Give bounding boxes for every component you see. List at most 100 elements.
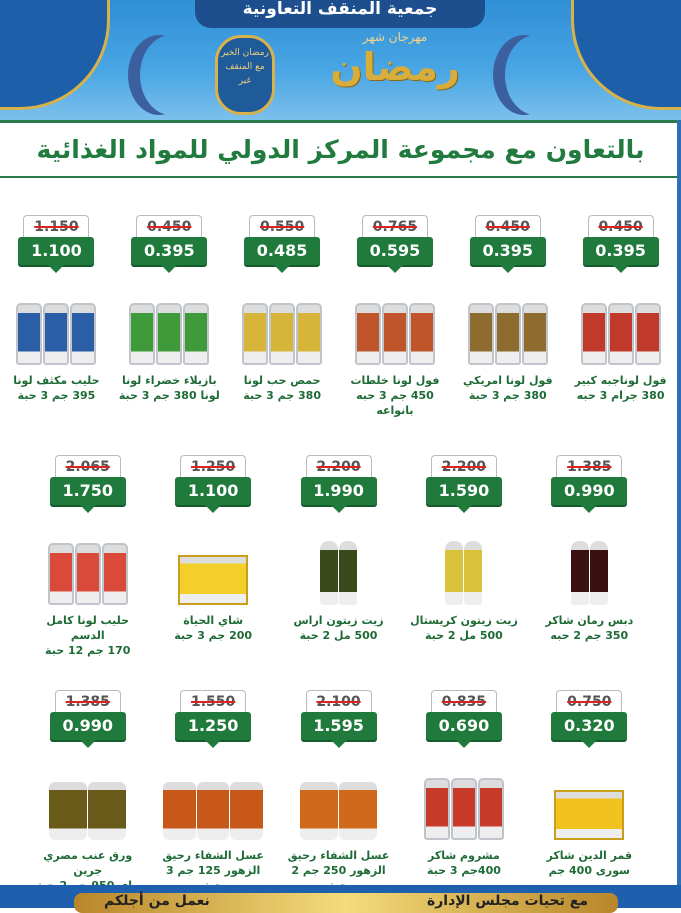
product-card: 1.150 1.100 حليب مكثف لونا 395 جم 3 حبة bbox=[2, 215, 110, 418]
product-can bbox=[477, 778, 504, 840]
product-card: 2.100 1.595 عسل الشفاء رحيق الزهور 250 ج… bbox=[285, 690, 393, 893]
old-price: 1.550 bbox=[180, 690, 247, 712]
product-box bbox=[178, 555, 249, 605]
product-can bbox=[354, 303, 381, 365]
product-box bbox=[554, 790, 625, 840]
footer-slogan: نعمل من أجلكم bbox=[104, 893, 210, 909]
product-can bbox=[381, 303, 408, 365]
new-price: 0.395 bbox=[469, 237, 546, 265]
product-can bbox=[242, 303, 269, 365]
new-price: 1.750 bbox=[49, 477, 126, 505]
old-price: 1.385 bbox=[54, 690, 121, 712]
product-can bbox=[521, 303, 548, 365]
price-pointer bbox=[455, 740, 472, 748]
new-price: 0.395 bbox=[582, 237, 659, 265]
footer-greeting: مع تحيات مجلس الإدارة bbox=[426, 893, 588, 909]
product-can bbox=[494, 303, 521, 365]
old-price: 0.765 bbox=[361, 215, 428, 237]
crescent-icon bbox=[140, 35, 202, 115]
product-image bbox=[232, 285, 332, 365]
product-card: 1.550 1.250 عسل الشفاء رحيق الزهور 125 ج… bbox=[159, 690, 267, 893]
old-price: 2.200 bbox=[305, 455, 372, 477]
product-can bbox=[269, 303, 296, 365]
price-pointer bbox=[205, 740, 222, 748]
product-can bbox=[450, 778, 477, 840]
product-can bbox=[634, 303, 661, 365]
new-price: 0.320 bbox=[551, 712, 628, 740]
ornament-corner bbox=[571, 0, 681, 110]
product-card: 0.450 0.395 فول لوناجبه كبير 380 جرام 3 … bbox=[567, 215, 675, 418]
product-jar bbox=[230, 782, 264, 840]
product-name: حليب لونا كامل الدسم 170 جم 12 حبة bbox=[45, 614, 131, 657]
product-can bbox=[467, 303, 494, 365]
product-jar bbox=[88, 782, 127, 840]
product-image bbox=[163, 760, 264, 840]
price-pointer bbox=[161, 265, 178, 273]
product-name: فول لونا امريكي 380 جم 3 حبة bbox=[462, 374, 553, 402]
old-price: 1.250 bbox=[180, 455, 247, 477]
product-name: شاي الحياة 200 جم 3 حبة bbox=[174, 614, 253, 642]
subtitle: بالتعاون مع مجموعة المركز الدولي للمواد … bbox=[36, 135, 645, 164]
product-name: فول لوناجبه كبير 380 جرام 3 حبه bbox=[574, 374, 667, 402]
old-price: 0.450 bbox=[474, 215, 541, 237]
new-price: 0.990 bbox=[49, 712, 126, 740]
new-price: 1.250 bbox=[175, 712, 252, 740]
new-price: 1.100 bbox=[18, 237, 95, 265]
product-name: عسل الشفاء رحيق الزهور 250 جم 2 حبة bbox=[287, 849, 390, 892]
old-price: 1.150 bbox=[23, 215, 90, 237]
price-pointer bbox=[581, 505, 598, 513]
product-bottle bbox=[589, 541, 608, 605]
product-image bbox=[289, 525, 389, 605]
old-price: 0.835 bbox=[430, 690, 497, 712]
coop-name: جمعية المنقف التعاونية bbox=[195, 0, 485, 28]
price-pointer bbox=[205, 505, 222, 513]
product-can bbox=[607, 303, 634, 365]
footer-bar: مع تحيات مجلس الإدارة نعمل من أجلكم bbox=[74, 893, 618, 913]
subtitle-strip: بالتعاون مع مجموعة المركز الدولي للمواد … bbox=[0, 120, 681, 178]
new-price: 0.990 bbox=[551, 477, 628, 505]
price-pointer bbox=[581, 740, 598, 748]
product-can bbox=[296, 303, 323, 365]
product-image bbox=[289, 760, 389, 840]
old-price: 0.750 bbox=[556, 690, 623, 712]
product-card: 2.200 1.990 زيت زيتون اراس 500 مل 2 حبة bbox=[285, 455, 393, 658]
product-can bbox=[408, 303, 435, 365]
product-bottle bbox=[464, 541, 483, 605]
new-price: 1.990 bbox=[300, 477, 377, 505]
product-jar bbox=[163, 782, 196, 840]
product-can bbox=[423, 778, 450, 840]
product-can bbox=[156, 303, 183, 365]
product-name: فول لونا خلطات 450 جم 3 حبه بانواعه bbox=[350, 374, 440, 417]
product-can bbox=[580, 303, 607, 365]
product-name: زيت زيتون كريستال 500 مل 2 حبة bbox=[410, 614, 518, 642]
product-image bbox=[38, 525, 138, 605]
product-bottle bbox=[570, 541, 589, 605]
product-name: زيت زيتون اراس 500 مل 2 حبة bbox=[293, 614, 384, 642]
product-jar bbox=[339, 782, 378, 840]
new-price: 0.395 bbox=[131, 237, 208, 265]
slogan-frame: رمضان الخير مع المنقف غير bbox=[215, 35, 275, 115]
product-name: بازيلاء خضراء لونا لونا 380 جم 3 حبة bbox=[118, 374, 220, 402]
footer: مع تحيات مجلس الإدارة نعمل من أجلكم bbox=[0, 885, 681, 913]
product-image bbox=[6, 285, 106, 365]
product-image bbox=[539, 760, 639, 840]
product-image bbox=[414, 525, 514, 605]
product-name: قمر الدين شاكر سورى 400 جم bbox=[546, 849, 633, 877]
festival-logo: مهرجان شهر رمضان bbox=[325, 30, 465, 90]
price-pointer bbox=[386, 265, 403, 273]
new-price: 0.690 bbox=[425, 712, 502, 740]
product-image bbox=[119, 285, 219, 365]
old-price: 2.100 bbox=[305, 690, 372, 712]
product-row: 0.750 0.320 قمر الدين شاكر سورى 400 جم 0.… bbox=[0, 690, 677, 893]
new-price: 0.595 bbox=[356, 237, 433, 265]
product-card: 0.450 0.395 بازيلاء خضراء لونا لونا 380 … bbox=[115, 215, 223, 418]
side-bar bbox=[677, 120, 681, 890]
product-jar bbox=[196, 782, 230, 840]
product-name: مشروم شاكر 400جم 3 حبة bbox=[426, 849, 501, 877]
product-jar bbox=[49, 782, 88, 840]
festival-small: مهرجان شهر bbox=[362, 30, 428, 44]
old-price: 0.450 bbox=[136, 215, 203, 237]
price-pointer bbox=[330, 740, 347, 748]
product-can bbox=[74, 543, 101, 605]
old-price: 2.200 bbox=[430, 455, 497, 477]
